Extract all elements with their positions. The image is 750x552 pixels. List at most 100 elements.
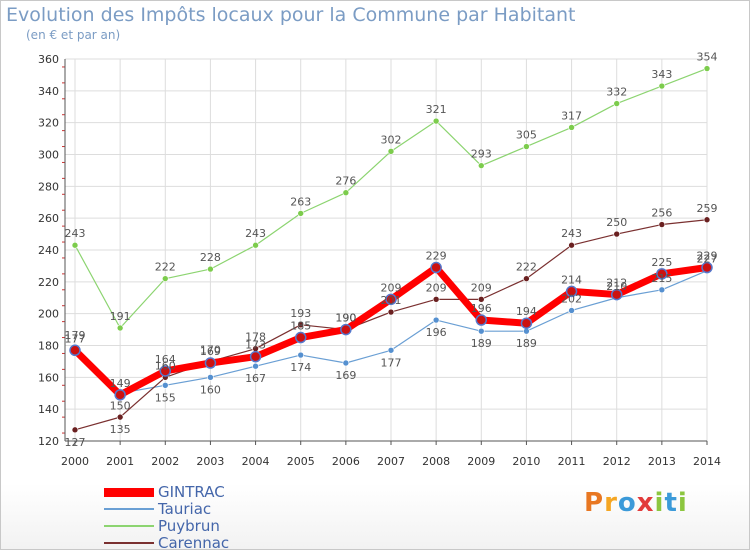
data-label: 189 bbox=[471, 337, 492, 350]
data-point bbox=[613, 100, 621, 107]
x-tick-label: 2010 bbox=[512, 455, 540, 468]
data-point bbox=[385, 293, 397, 306]
x-tick-label: 2003 bbox=[196, 455, 224, 468]
data-label: 222 bbox=[516, 261, 537, 274]
data-point bbox=[116, 413, 124, 421]
data-point bbox=[204, 357, 217, 369]
data-label: 354 bbox=[697, 51, 718, 64]
data-label: 173 bbox=[245, 339, 266, 352]
y-tick-label: 200 bbox=[38, 308, 59, 321]
data-label: 155 bbox=[155, 391, 176, 404]
data-label: 196 bbox=[471, 302, 492, 315]
data-point bbox=[432, 296, 440, 303]
legend-item-gintrac: GINTRAC bbox=[104, 483, 225, 501]
data-point bbox=[656, 268, 668, 280]
data-point bbox=[297, 210, 305, 217]
logo-letter: r bbox=[604, 488, 618, 518]
chart-title: Evolution des Impôts locaux pour la Comm… bbox=[6, 4, 576, 26]
x-tick-label: 2011 bbox=[558, 455, 586, 468]
x-tick-label: 2006 bbox=[332, 455, 360, 468]
chart-subtitle: (en € et par an) bbox=[26, 28, 121, 42]
y-tick-label: 340 bbox=[38, 85, 59, 98]
y-tick-label: 120 bbox=[38, 435, 59, 448]
data-point bbox=[207, 374, 214, 381]
data-label: 332 bbox=[606, 86, 627, 99]
data-label: 160 bbox=[200, 383, 221, 396]
legend-item-puybrun: Puybrun bbox=[104, 517, 220, 535]
data-point bbox=[703, 65, 711, 72]
data-label: 179 bbox=[65, 329, 86, 342]
data-label: 193 bbox=[290, 307, 311, 320]
legend-item-tauriac: Tauriac bbox=[104, 500, 212, 518]
data-label: 227 bbox=[697, 253, 718, 266]
data-point bbox=[342, 359, 350, 367]
y-tick-label: 160 bbox=[38, 371, 59, 384]
data-point bbox=[340, 323, 352, 336]
legend-label: Tauriac bbox=[158, 500, 212, 518]
data-point bbox=[430, 261, 442, 274]
data-label: 177 bbox=[65, 332, 86, 345]
y-tick-label: 180 bbox=[38, 340, 59, 353]
data-label: 228 bbox=[200, 251, 221, 264]
data-label: 229 bbox=[697, 250, 718, 263]
data-point bbox=[71, 241, 79, 249]
data-point bbox=[161, 381, 169, 389]
x-tick-label: 2002 bbox=[151, 455, 179, 468]
data-point bbox=[294, 331, 307, 344]
y-tick-label: 220 bbox=[38, 276, 59, 289]
data-point bbox=[658, 286, 666, 294]
data-point bbox=[387, 148, 395, 155]
data-label: 149 bbox=[110, 377, 131, 390]
x-tick-label: 2009 bbox=[467, 455, 495, 468]
data-label: 222 bbox=[155, 261, 176, 274]
legend-swatch bbox=[104, 525, 154, 527]
data-point bbox=[297, 351, 305, 359]
data-label: 167 bbox=[245, 372, 266, 385]
data-label: 190 bbox=[335, 312, 356, 325]
data-point bbox=[69, 344, 81, 357]
data-label: 250 bbox=[606, 216, 627, 229]
data-point bbox=[387, 308, 395, 316]
data-point bbox=[71, 426, 79, 434]
data-point bbox=[701, 261, 713, 274]
data-point bbox=[252, 362, 259, 370]
data-point bbox=[475, 314, 488, 326]
data-label: 225 bbox=[651, 256, 672, 269]
x-tick-label: 2007 bbox=[377, 455, 405, 468]
data-point bbox=[114, 389, 126, 401]
data-label: 243 bbox=[245, 227, 266, 240]
data-label: 209 bbox=[426, 281, 447, 294]
y-tick-labels: 120 140 160 180 200 220 240 260 280 300 320 340 360 bbox=[38, 53, 59, 448]
data-label: 150 bbox=[110, 399, 131, 412]
logo-letter: t bbox=[664, 488, 678, 518]
data-label: 191 bbox=[110, 310, 131, 323]
legend-item-carennac: Carennac bbox=[104, 534, 229, 552]
legend-label: Puybrun bbox=[158, 517, 220, 535]
data-point bbox=[568, 241, 575, 249]
data-label: 174 bbox=[290, 361, 311, 374]
data-point bbox=[432, 117, 440, 125]
axes bbox=[62, 59, 708, 445]
data-point bbox=[610, 288, 623, 301]
data-point bbox=[658, 82, 666, 90]
data-point bbox=[565, 285, 578, 298]
data-point bbox=[703, 216, 711, 224]
data-point bbox=[568, 307, 575, 314]
data-label: 178 bbox=[245, 331, 266, 344]
x-tick-label: 2000 bbox=[61, 455, 89, 468]
data-point bbox=[523, 275, 530, 282]
data-point bbox=[613, 230, 621, 238]
logo-letter: x bbox=[636, 488, 655, 518]
logo-letter: P bbox=[584, 488, 605, 518]
y-tick-label: 320 bbox=[38, 117, 59, 130]
x-tick-label: 2001 bbox=[106, 455, 134, 468]
data-label: 164 bbox=[155, 353, 176, 366]
data-label: 302 bbox=[381, 133, 402, 146]
data-point bbox=[568, 124, 575, 131]
data-point bbox=[523, 143, 530, 150]
logo-letter: i bbox=[677, 488, 688, 518]
data-label: 169 bbox=[200, 345, 221, 358]
data-point bbox=[297, 321, 305, 329]
data-label: 276 bbox=[335, 175, 356, 188]
